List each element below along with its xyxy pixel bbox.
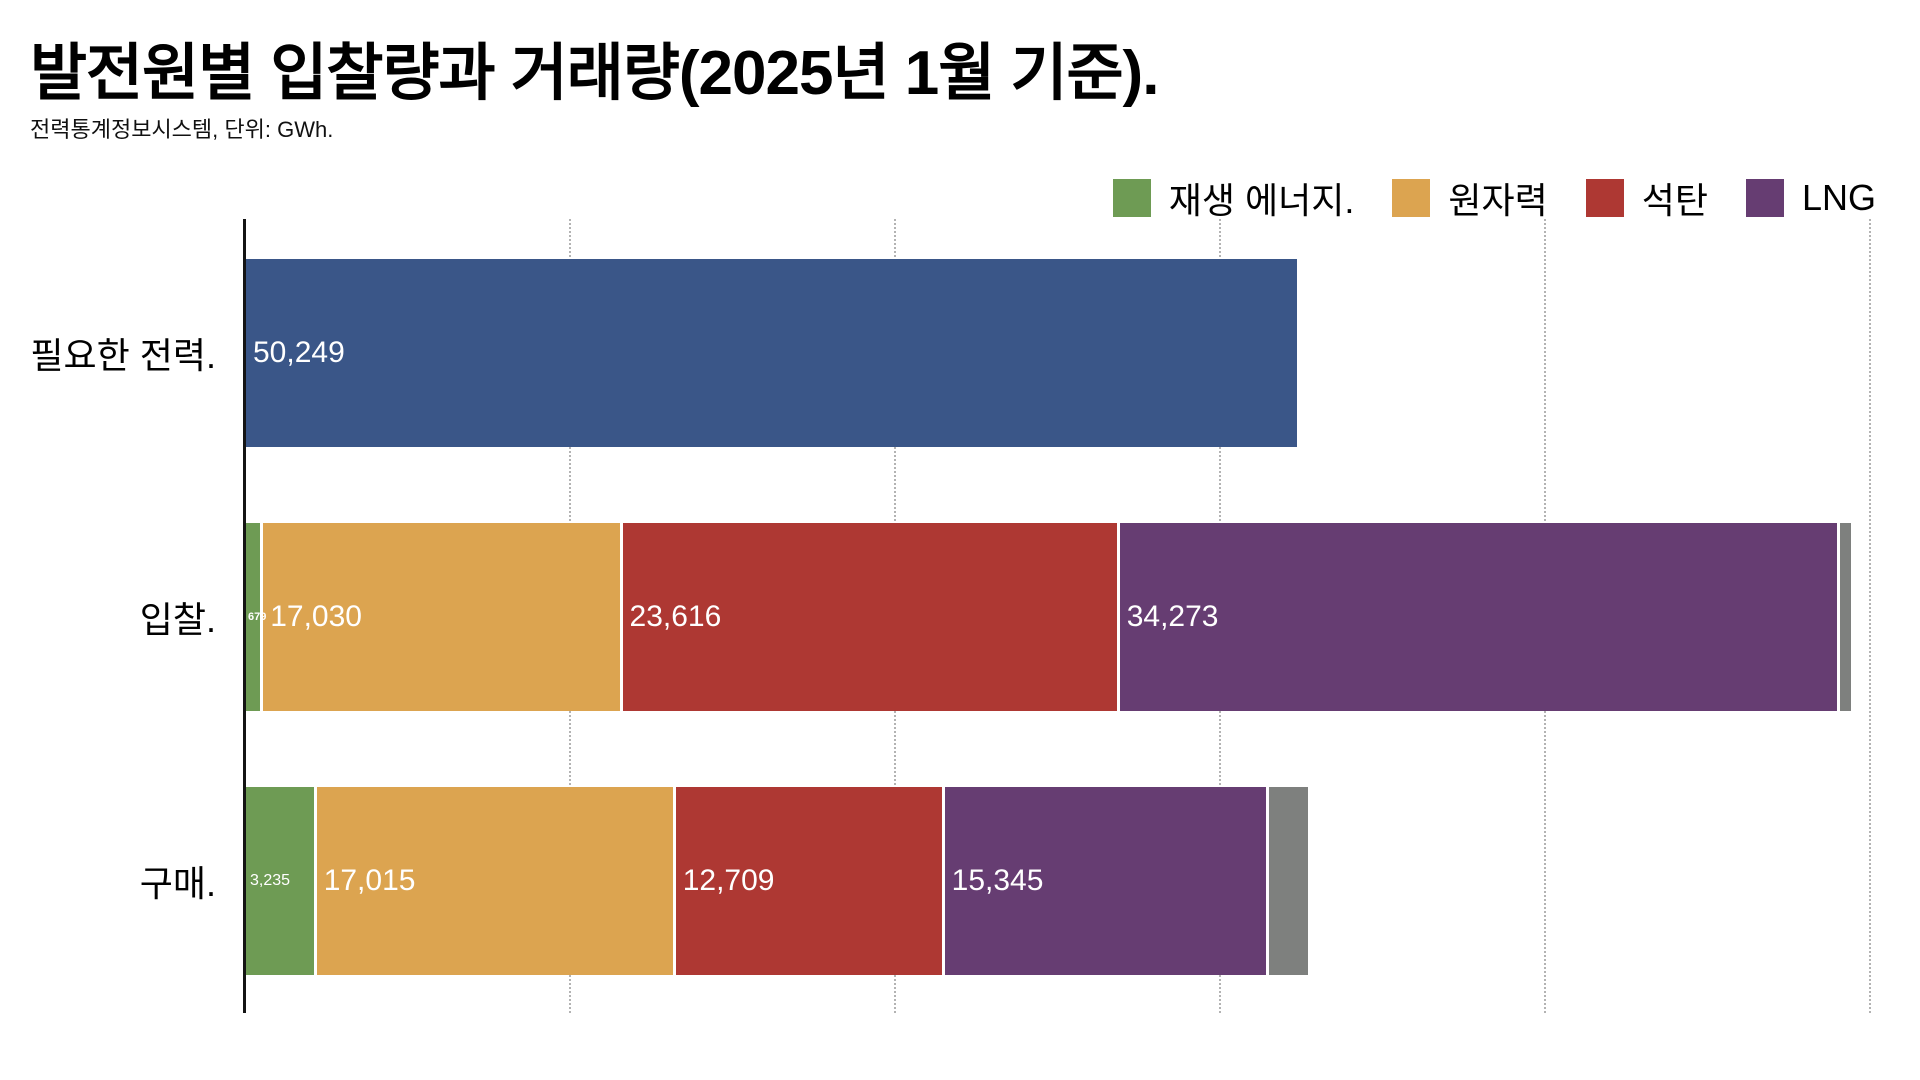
bar-value-label: 50,249	[253, 336, 345, 369]
legend-label: 석탄	[1641, 180, 1708, 221]
bar-value-label: 12,709	[682, 864, 775, 897]
bar-value-label: 34,273	[1126, 600, 1219, 633]
bar-segment-원자력: 17,015	[316, 787, 673, 975]
bar-segment-LNG: 15,345	[944, 787, 1266, 975]
legend-label: 원자력	[1448, 180, 1548, 221]
category-label: 구매.	[139, 863, 216, 904]
bar-segment-석탄: 23,616	[622, 523, 1117, 711]
legend-item: 석탄	[1585, 172, 1708, 224]
gridline	[1868, 219, 1871, 1013]
bar-segment-재생 에너지: 679	[246, 523, 266, 711]
chart-source-note: 전력통계정보시스템, 단위: GWh.	[30, 117, 334, 142]
bar-value-label: 17,030	[270, 600, 362, 633]
legend: 재생 에너지. 원자력 석탄 LNG	[1112, 172, 1876, 224]
bar-segment-재생 에너지: 3,235	[246, 787, 314, 975]
legend-item: 재생 에너지.	[1112, 172, 1355, 224]
bar-segment-LNG: 34,273	[1119, 523, 1837, 711]
y-axis-line	[243, 219, 246, 1013]
legend-swatch	[1585, 179, 1624, 217]
bar-row: 679 17,030 23,616 34,273	[246, 523, 1920, 711]
category-label: 입찰.	[139, 599, 216, 640]
bar-value-label: 3,235	[250, 872, 291, 889]
plot-area: 50,249 679 17,030 23,616 34,273 3,235 17,015 12…	[243, 219, 1920, 1013]
bar-value-label: 23,616	[629, 600, 722, 633]
legend-label: LNG	[1801, 177, 1876, 218]
legend-swatch	[1392, 179, 1431, 217]
bar-row: 3,235 17,015 12,709 15,345	[246, 787, 1920, 975]
bar-segment-unlabeled	[1839, 523, 1851, 711]
bar-segment-unlabeled	[1268, 787, 1308, 975]
bar-value-label: 679	[248, 611, 267, 623]
legend-item: 원자력	[1392, 172, 1548, 224]
category-label: 필요한 전력.	[30, 335, 216, 376]
legend-swatch	[1112, 179, 1151, 217]
page-title: 발전원별 입찰량과 거래량(2025년 1월 기준).	[30, 39, 1159, 108]
bar-row: 50,249	[246, 259, 1920, 447]
bar-value-label: 17,015	[323, 864, 416, 897]
legend-label: 재생 에너지.	[1168, 180, 1355, 221]
legend-swatch	[1745, 179, 1784, 217]
bar-segment-원자력: 17,030	[263, 523, 620, 711]
bar-value-label: 15,345	[951, 864, 1044, 897]
legend-item: LNG	[1745, 177, 1876, 219]
bar-segment-석탄: 12,709	[675, 787, 942, 975]
bar-segment-필요한 전력: 50,249	[246, 259, 1298, 447]
